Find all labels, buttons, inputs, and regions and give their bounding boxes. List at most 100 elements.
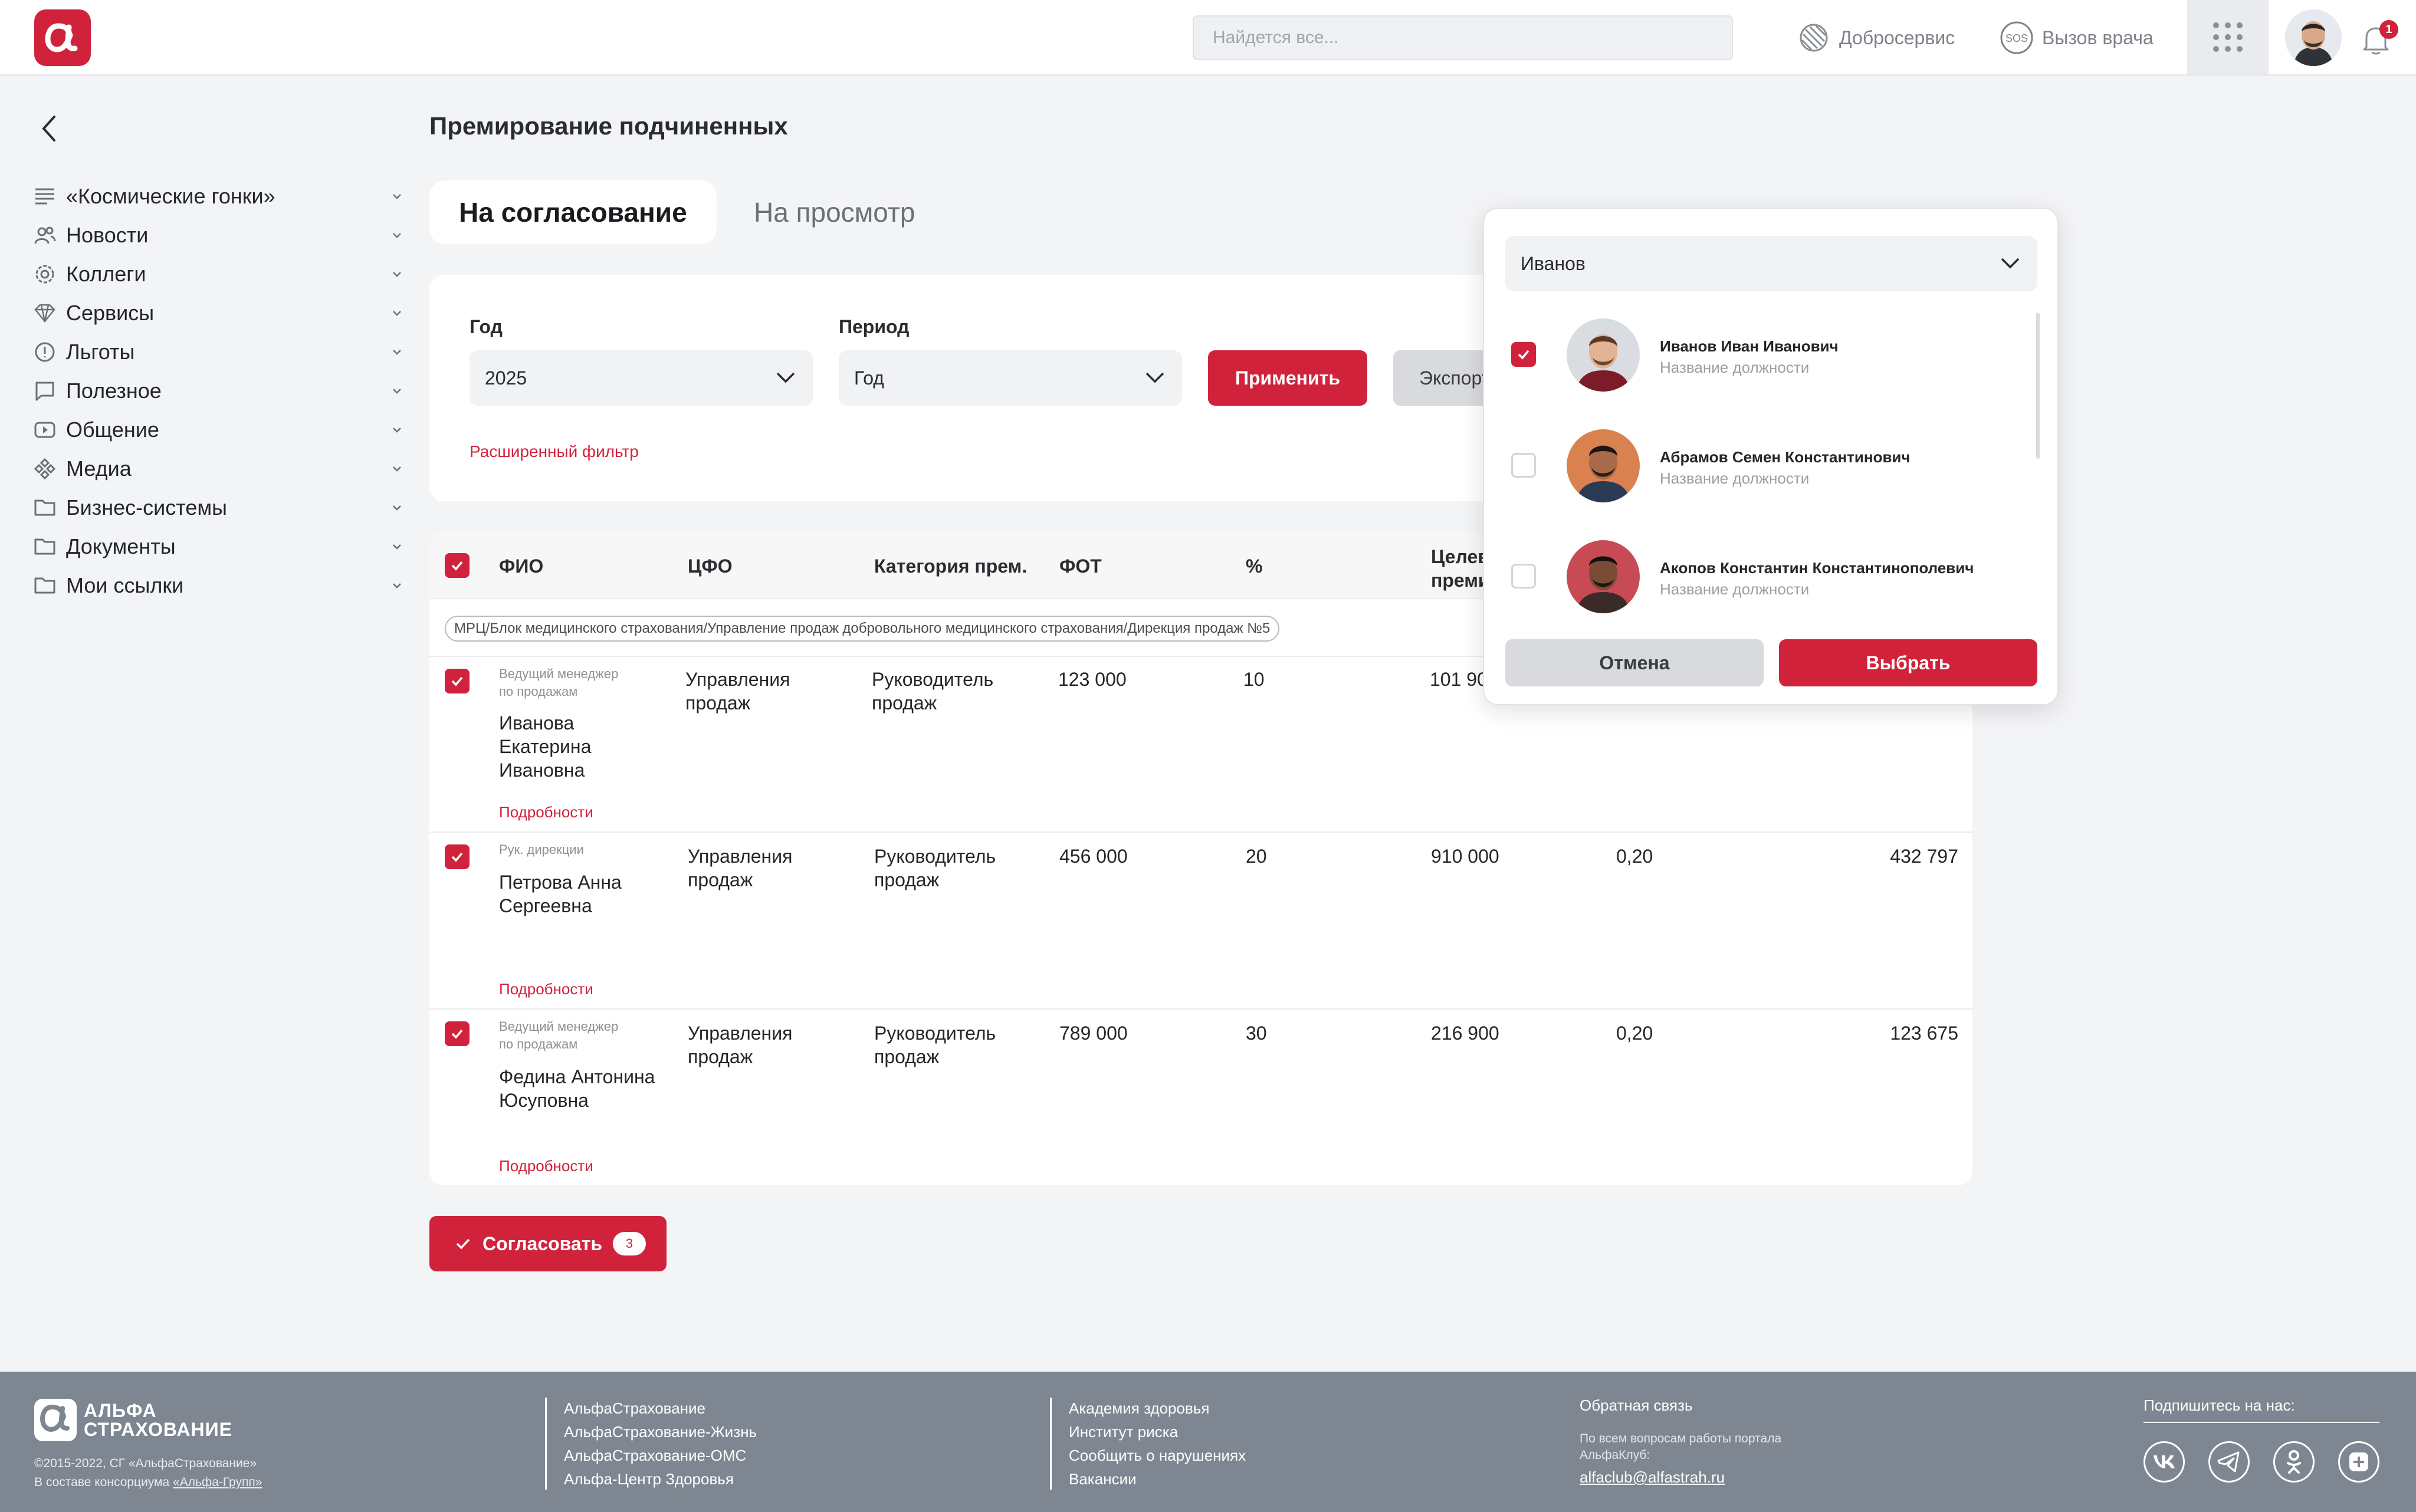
cell-fot: 123 000	[1058, 669, 1127, 690]
footer-link[interactable]: Академия здоровья	[1069, 1399, 1210, 1417]
cell-fot: 789 000	[1059, 1023, 1128, 1044]
employee-checkbox[interactable]	[1511, 342, 1536, 367]
list-icon	[32, 183, 58, 209]
consortium-link[interactable]: «Альфа-Групп»	[173, 1475, 262, 1489]
employee-checkbox[interactable]	[1511, 453, 1536, 478]
footer-link[interactable]: АльфаСтрахование	[564, 1399, 706, 1417]
odnoklassniki-icon[interactable]	[2273, 1441, 2315, 1483]
diamond-icon	[32, 300, 58, 326]
approve-button[interactable]: Согласовать 3	[429, 1216, 667, 1271]
search-input[interactable]: Найдется все...	[1193, 15, 1733, 60]
apps-grid-button[interactable]	[2187, 0, 2269, 74]
chevron-down-icon	[393, 583, 401, 589]
sidebar-item-news[interactable]: Новости	[32, 216, 409, 255]
sidebar-item-useful[interactable]: Полезное	[32, 372, 409, 410]
people-icon	[32, 222, 58, 248]
employee-search-field[interactable]: Иванов	[1505, 236, 2037, 291]
employee-name: Абрамов Семен Константинович	[1660, 448, 1911, 466]
chevron-down-icon	[2001, 258, 2020, 269]
info-icon	[32, 339, 58, 365]
footer-divider	[545, 1398, 547, 1490]
sidebar-item-business-systems[interactable]: Бизнес-системы	[32, 488, 409, 527]
sidebar-item-colleagues[interactable]: Коллеги	[32, 255, 409, 294]
folder-icon	[32, 495, 58, 521]
details-link[interactable]: Подробности	[499, 803, 593, 821]
tab-for-review[interactable]: На просмотр	[754, 197, 915, 228]
cell-fot: 456 000	[1059, 846, 1128, 867]
col-fot[interactable]: ФОТ	[1059, 556, 1102, 577]
chevron-down-icon	[1145, 372, 1164, 383]
year-label: Год	[470, 316, 503, 337]
sidebar-item-label: Бизнес-системы	[66, 495, 227, 520]
apply-button[interactable]: Применить	[1208, 350, 1367, 406]
folder-icon	[32, 573, 58, 599]
year-value: 2025	[485, 367, 527, 389]
dobroservice-link[interactable]: Добросервис	[1797, 17, 1955, 59]
employee-option[interactable]: Акопов Константин Константинополевич Наз…	[1502, 527, 2021, 627]
sidebar-item-benefits[interactable]: Льготы	[32, 333, 409, 372]
call-doctor-link[interactable]: SOS Вызов врача	[2000, 17, 2154, 59]
sidebar-item-media[interactable]: Медиа	[32, 449, 409, 488]
notification-badge: 1	[2379, 20, 2398, 39]
cell-cfo: Управления продаж	[688, 846, 793, 890]
employee-position: Ведущий менеджер по продажам	[499, 666, 619, 699]
row-checkbox[interactable]	[445, 1021, 470, 1046]
employee-option[interactable]: Иванов Иван Иванович Название должности	[1502, 305, 2021, 406]
col-cfo[interactable]: ЦФО	[688, 556, 733, 577]
sidebar-item-my-links[interactable]: Мои ссылки	[32, 566, 409, 605]
select-button[interactable]: Выбрать	[1779, 639, 2037, 686]
vk-icon[interactable]	[2143, 1441, 2185, 1483]
year-select[interactable]: 2025	[470, 350, 813, 406]
col-target-bonus[interactable]: Целевая премия	[1431, 546, 1485, 591]
table-row: Ведущий менеджер по продажам Иванова Ека…	[429, 657, 1972, 833]
footer-brand[interactable]: АЛЬФА СТРАХОВАНИЕ	[34, 1399, 232, 1441]
gear-icon	[32, 261, 58, 287]
cell-total: 123 675	[1890, 1023, 1958, 1044]
sidebar-item-services[interactable]: Сервисы	[32, 294, 409, 333]
subscribe-title: Подпишитесь на нас:	[2143, 1396, 2379, 1423]
footer-link[interactable]: Альфа-Центр Здоровья	[564, 1470, 734, 1488]
col-percent[interactable]: %	[1246, 556, 1263, 577]
plus-icon[interactable]	[2338, 1441, 2379, 1483]
sidebar-item-communication[interactable]: Общение	[32, 410, 409, 449]
row-checkbox[interactable]	[445, 844, 470, 869]
chat-icon	[32, 378, 58, 404]
chevron-down-icon	[776, 372, 795, 383]
advanced-filter-link[interactable]: Расширенный фильтр	[470, 442, 639, 461]
user-avatar[interactable]	[2285, 9, 2342, 66]
employee-name: Иванова Екатерина Ивановна	[499, 712, 592, 781]
chevron-down-icon	[393, 428, 401, 433]
details-link[interactable]: Подробности	[499, 1157, 593, 1175]
col-category[interactable]: Категория прем.	[874, 556, 1028, 577]
tab-for-approval[interactable]: На согласование	[429, 180, 717, 244]
select-all-checkbox[interactable]	[445, 553, 470, 578]
employee-option[interactable]: Абрамов Семен Константинович Название до…	[1502, 416, 2021, 517]
sidebar-item-documents[interactable]: Документы	[32, 527, 409, 566]
employee-checkbox[interactable]	[1511, 564, 1536, 589]
alfa-logo[interactable]	[34, 9, 91, 66]
chevron-left-icon	[42, 116, 55, 142]
popup-scrollbar[interactable]	[2036, 313, 2040, 459]
telegram-icon[interactable]	[2208, 1441, 2250, 1483]
top-header: Найдется все... Добросервис SOS Вызов вр…	[0, 0, 2416, 75]
sidebar-item-space-race[interactable]: «Космические гонки»	[32, 177, 409, 216]
check-icon	[451, 852, 463, 862]
footer-link[interactable]: Вакансии	[1069, 1470, 1137, 1488]
footer-link[interactable]: АльфаСтрахование-ОМС	[564, 1447, 747, 1464]
period-select[interactable]: Год	[839, 350, 1182, 406]
footer-link[interactable]: Сообщить о нарушениях	[1069, 1447, 1246, 1464]
employee-title: Название должности	[1660, 359, 1810, 376]
cancel-button[interactable]: Отмена	[1505, 639, 1764, 686]
footer-link[interactable]: АльфаСтрахование-Жизнь	[564, 1423, 757, 1441]
feedback-email-link[interactable]: alfaclub@alfastrah.ru	[1580, 1468, 1725, 1486]
col-fio[interactable]: ФИО	[499, 556, 544, 577]
row-checkbox[interactable]	[445, 669, 470, 693]
back-button[interactable]	[35, 112, 61, 145]
details-link[interactable]: Подробности	[499, 980, 593, 998]
chevron-down-icon	[393, 466, 401, 472]
cell-cfo: Управления продаж	[685, 669, 790, 714]
chevron-down-icon	[393, 544, 401, 550]
footer-links-col2: Академия здоровья Институт риска Сообщит…	[1069, 1396, 1246, 1491]
period-label: Период	[839, 316, 910, 337]
footer-link[interactable]: Институт риска	[1069, 1423, 1179, 1441]
